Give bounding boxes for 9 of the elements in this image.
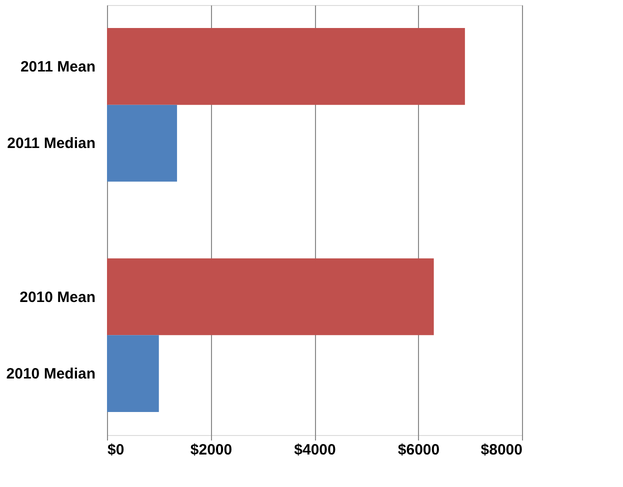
y-tick-label: 2010 Mean bbox=[20, 288, 96, 306]
y-tick-label: 2011 Median bbox=[7, 135, 96, 152]
x-tick-label: $2000 bbox=[190, 442, 232, 458]
x-tick-label: $0 bbox=[108, 442, 124, 458]
x-tick-label: $8000 bbox=[480, 442, 522, 458]
y-tick-label: 2011 Mean bbox=[20, 58, 96, 76]
y-tick-label: 2010 Median bbox=[6, 366, 96, 383]
x-tick-label: $6000 bbox=[398, 442, 440, 458]
x-tick-label: $4000 bbox=[294, 442, 336, 458]
